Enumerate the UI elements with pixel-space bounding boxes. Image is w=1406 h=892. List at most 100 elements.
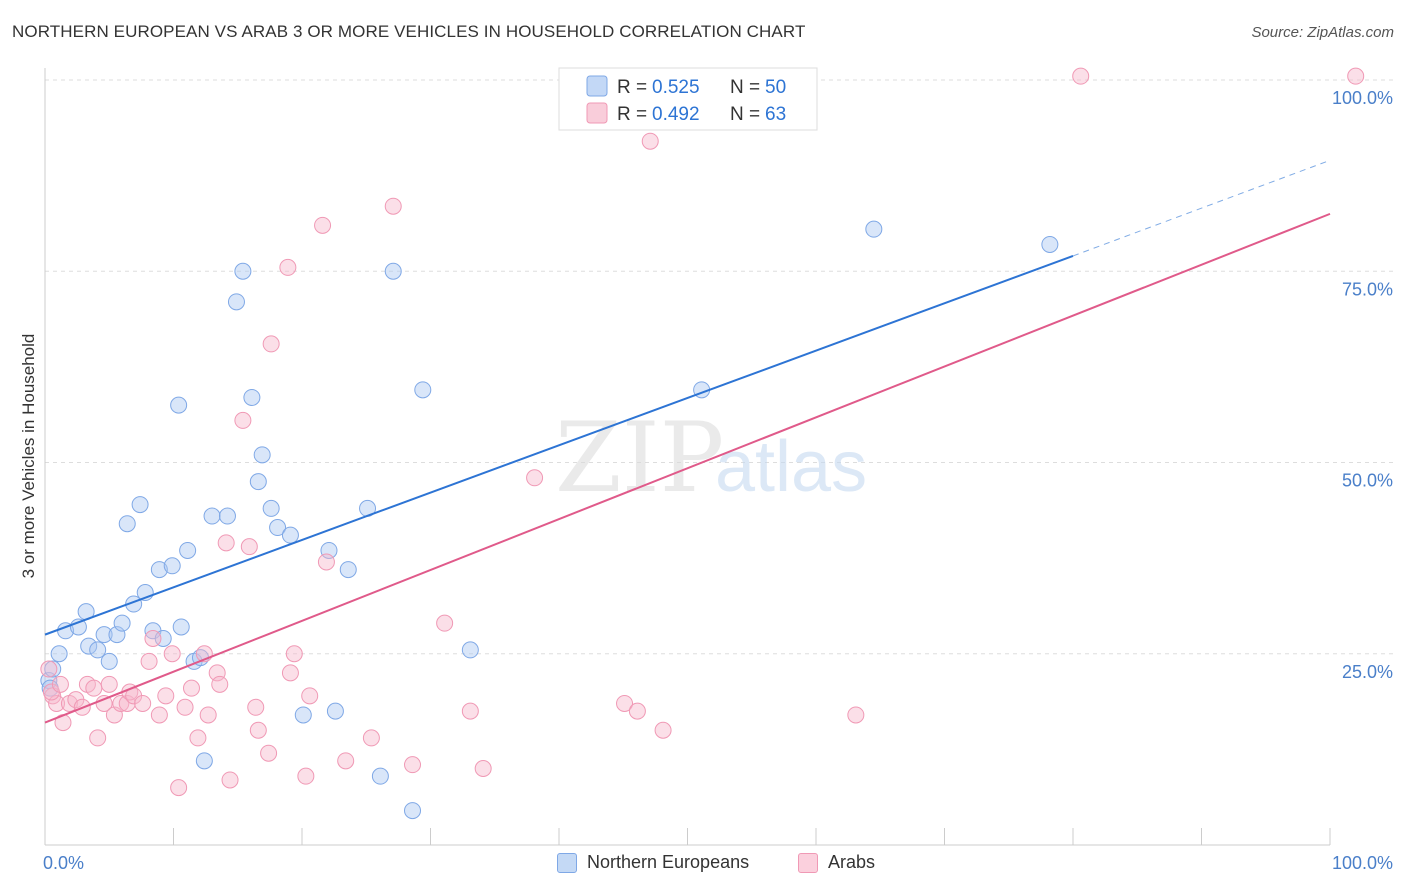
point-northern-european [203, 507, 221, 525]
point-arab [260, 744, 278, 762]
point-arab [301, 687, 319, 705]
x-tick-label-left: 0.0% [43, 853, 84, 873]
legend-swatch [586, 102, 608, 124]
point-arab [150, 706, 168, 724]
point-arab [337, 752, 355, 770]
point-northern-european [262, 499, 280, 517]
point-northern-european [195, 752, 213, 770]
point-arab [144, 629, 162, 647]
source-label: Source: ZipAtlas.com [1251, 24, 1394, 41]
point-arab [404, 756, 422, 774]
legend-swatch [586, 75, 608, 97]
point-arab [170, 779, 188, 797]
point-arab [182, 679, 200, 697]
point-northern-european [150, 561, 168, 579]
point-arab [247, 698, 265, 716]
legend-r-value: 0.525 [652, 77, 700, 98]
point-arab [85, 679, 103, 697]
point-northern-european [131, 496, 149, 514]
point-arab [436, 614, 454, 632]
point-arab [1347, 67, 1365, 85]
x-tick-label-right: 100.0% [1332, 853, 1393, 873]
point-arab [641, 132, 659, 150]
tick-labels: 25.0% 50.0% 75.0% 100.0% 0.0% 100.0% [43, 88, 1393, 873]
point-northern-european [339, 561, 357, 579]
legend-n-value: 50 [765, 77, 786, 98]
legend-n-label: N = [730, 104, 760, 125]
trend-extension-northern-europeans [1072, 159, 1331, 257]
watermark-zip: ZIP [555, 402, 724, 514]
point-northern-european [253, 446, 271, 464]
legend-item-northern-europeans: Northern Europeans [557, 852, 749, 873]
point-arab [654, 721, 672, 739]
y-tick-label: 25.0% [1342, 662, 1393, 682]
point-northern-european [1041, 235, 1059, 253]
point-arab [262, 335, 280, 353]
legend-item-arabs: Arabs [798, 852, 875, 873]
point-northern-european [89, 641, 107, 659]
point-arab [384, 197, 402, 215]
point-arab [362, 729, 380, 747]
point-northern-european [269, 519, 287, 537]
point-northern-european [80, 637, 98, 655]
legend-label-northern-europeans: Northern Europeans [587, 852, 750, 872]
point-northern-european [371, 767, 389, 785]
point-arab [240, 538, 258, 556]
y-tick-label: 50.0% [1342, 471, 1393, 491]
point-northern-european [243, 388, 261, 406]
point-arab [95, 694, 113, 712]
chart-title: NORTHERN EUROPEAN VS ARAB 3 OR MORE VEHI… [12, 22, 806, 41]
point-northern-european [163, 557, 181, 575]
swatch-northern-europeans [557, 852, 577, 873]
trend-line-arabs [44, 212, 1331, 724]
point-northern-european [218, 507, 236, 525]
point-arab [40, 660, 58, 678]
point-arab [89, 729, 107, 747]
point-arab [249, 721, 267, 739]
point-northern-european [234, 262, 252, 280]
point-northern-european [249, 473, 267, 491]
legend-r-value: 0.492 [652, 104, 700, 125]
point-arab [100, 675, 118, 693]
point-arab [176, 698, 194, 716]
trend-line-northern-europeans [44, 255, 1074, 636]
point-northern-european [461, 641, 479, 659]
point-arab [1072, 67, 1090, 85]
trend-lines [44, 159, 1331, 724]
point-northern-european [865, 220, 883, 238]
point-arab [317, 553, 335, 571]
point-arab [628, 702, 646, 720]
point-northern-european [113, 614, 131, 632]
point-arab [526, 469, 544, 487]
point-northern-european [404, 802, 422, 820]
point-arab [281, 664, 299, 682]
point-arab [847, 706, 865, 724]
point-northern-european [95, 626, 113, 644]
legend-r-label: R = [617, 104, 647, 125]
point-arab [221, 771, 239, 789]
bottom-legend: Northern Europeans Arabs [0, 852, 1406, 878]
point-northern-european [179, 541, 197, 559]
point-arab [285, 645, 303, 663]
point-arab [163, 645, 181, 663]
point-northern-european [384, 262, 402, 280]
point-northern-european [44, 660, 62, 678]
point-northern-european [100, 652, 118, 670]
point-northern-european [227, 293, 245, 311]
point-arab [217, 534, 235, 552]
point-arab [140, 652, 158, 670]
point-northern-european [50, 645, 68, 663]
swatch-arabs [798, 852, 818, 873]
point-arab [314, 216, 332, 234]
point-arab [616, 694, 634, 712]
y-tick-label: 100.0% [1332, 88, 1393, 108]
point-northern-european [326, 702, 344, 720]
point-northern-european [414, 381, 432, 399]
point-northern-european [294, 706, 312, 724]
point-arab [157, 687, 175, 705]
y-tick-label: 75.0% [1342, 279, 1393, 299]
legend-box: R = 0.525 N = 50 R = 0.492 N = 63 [558, 67, 818, 131]
point-arab [211, 675, 229, 693]
point-arab [51, 675, 69, 693]
point-northern-european [118, 515, 136, 533]
